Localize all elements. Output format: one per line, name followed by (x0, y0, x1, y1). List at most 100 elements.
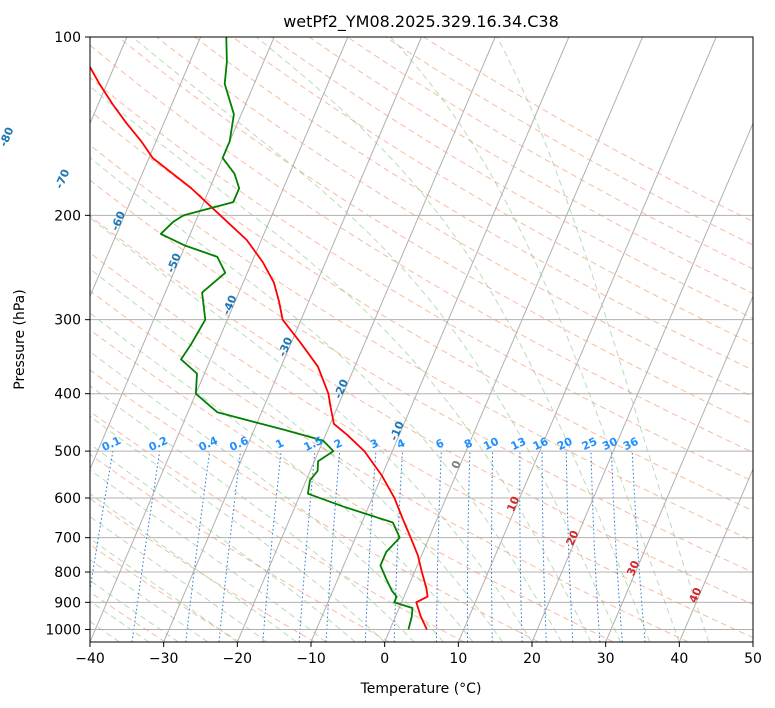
mixing-ratio-line (185, 451, 211, 642)
plot-layer (90, 37, 753, 642)
mixing-ratio-label: 20 (555, 435, 575, 453)
moist-adiabat (90, 351, 444, 642)
dry-adiabat (90, 410, 465, 642)
dry-adiabat (90, 215, 753, 606)
moist-adiabat (90, 515, 268, 642)
isotherm-label: 40 (686, 585, 704, 604)
dry-adiabat (90, 369, 540, 642)
x-tick-label: 50 (744, 651, 762, 667)
y-axis-label: Pressure (hPa) (12, 289, 28, 389)
y-tick-label: 700 (54, 531, 81, 547)
mixing-ratio-label: 13 (509, 435, 528, 453)
moist-adiabat (389, 37, 680, 642)
isotherm-line (236, 37, 496, 642)
x-tick-label: −40 (75, 651, 105, 667)
moist-adiabats (90, 37, 710, 642)
dry-adiabat (90, 110, 753, 512)
profile-series (90, 37, 429, 630)
x-axis: −40 −30 −20 −10 0 10 20 30 40 50 (75, 642, 762, 667)
y-tick-label: 600 (54, 491, 81, 507)
isotherm-line (310, 37, 570, 642)
isotherm-label: -70 (53, 167, 73, 191)
isotherms (90, 37, 753, 642)
x-tick-label: −20 (223, 651, 253, 667)
x-tick-label: 40 (670, 651, 688, 667)
dry-adiabat (385, 37, 753, 246)
dry-adiabat (90, 144, 753, 542)
dry-adiabat (194, 37, 753, 371)
series-dewpoint (159, 37, 414, 630)
series-temperature (90, 65, 429, 630)
isotherm-line (90, 37, 275, 471)
y-tick-label: 100 (54, 30, 81, 46)
x-axis-label: Temperature (°C) (360, 681, 482, 697)
moist-adiabat (90, 157, 562, 642)
isotherm-line (605, 295, 753, 642)
isotherm-label: 20 (563, 528, 581, 547)
moist-adiabat (90, 385, 415, 642)
mixing-ratio-line (262, 451, 282, 642)
dry-adiabat (308, 37, 753, 295)
chart-title: wetPf2_YM08.2025.329.16.34.C38 (283, 12, 559, 32)
x-tick-label: 30 (597, 651, 615, 667)
dry-adiabat (90, 252, 753, 639)
mixing-ratio-line (218, 451, 242, 642)
moist-adiabat (131, 37, 621, 642)
x-tick-label: 10 (449, 651, 467, 667)
x-tick-label: 20 (523, 651, 541, 667)
mixing-ratio-label: 10 (481, 435, 501, 453)
moist-adiabat (90, 579, 179, 642)
isotherm-label: -80 (0, 125, 17, 149)
y-tick-label: 400 (54, 387, 81, 403)
isotherm-label: 10 (504, 494, 522, 513)
mixing-ratio-label: 30 (600, 435, 620, 453)
dry-adiabats (90, 37, 753, 642)
moist-adiabat (90, 559, 209, 642)
y-tick-label: 200 (54, 208, 81, 224)
plot-frame (89, 36, 754, 643)
isotherm-line (678, 467, 753, 642)
mixing-ratio-label: 16 (531, 435, 551, 453)
moist-adiabat (496, 37, 710, 642)
moist-adiabat (90, 268, 503, 642)
isotherm-label: 30 (624, 558, 642, 577)
y-tick-label: 1000 (45, 622, 81, 638)
isotherm-line (384, 37, 643, 642)
dry-adiabat (90, 290, 689, 642)
dry-adiabat (270, 37, 753, 319)
mixing-ratio-label: 36 (621, 435, 641, 453)
plot-background (90, 37, 753, 642)
y-tick-label: 500 (54, 444, 81, 460)
dry-adiabat (232, 37, 753, 345)
isotherm-line (531, 122, 753, 642)
isotherm-line (752, 640, 753, 642)
dry-adiabat (347, 37, 753, 270)
moist-adiabat (90, 469, 327, 642)
isotherm-line (90, 37, 349, 642)
mixing-ratio-label: 25 (580, 435, 599, 453)
dry-adiabat (90, 498, 315, 642)
x-tick-label: −10 (296, 651, 326, 667)
moist-adiabat (90, 415, 386, 642)
x-tick-label: 0 (380, 651, 389, 667)
y-axis: 100 200 300 400 500 600 700 800 900 1000 (45, 30, 90, 638)
dry-adiabat (156, 37, 753, 398)
y-tick-label: 900 (54, 595, 81, 611)
dry-adiabat (90, 329, 614, 642)
moist-adiabat (90, 217, 533, 642)
moist-adiabat (255, 37, 651, 642)
mixing-ratio-line (90, 451, 114, 593)
y-tick-label: 800 (54, 565, 81, 581)
x-tick-label: −30 (149, 651, 179, 667)
dry-adiabat (423, 37, 753, 223)
moist-adiabat (90, 537, 238, 642)
dry-adiabat (90, 179, 753, 573)
moist-adiabat (90, 493, 297, 642)
isotherm-line (90, 37, 201, 298)
plot-area (90, 37, 753, 642)
isotherm-line (457, 37, 717, 642)
isotherm-line (163, 37, 422, 642)
grid-lines (90, 37, 753, 630)
y-tick-label: 300 (54, 313, 81, 329)
